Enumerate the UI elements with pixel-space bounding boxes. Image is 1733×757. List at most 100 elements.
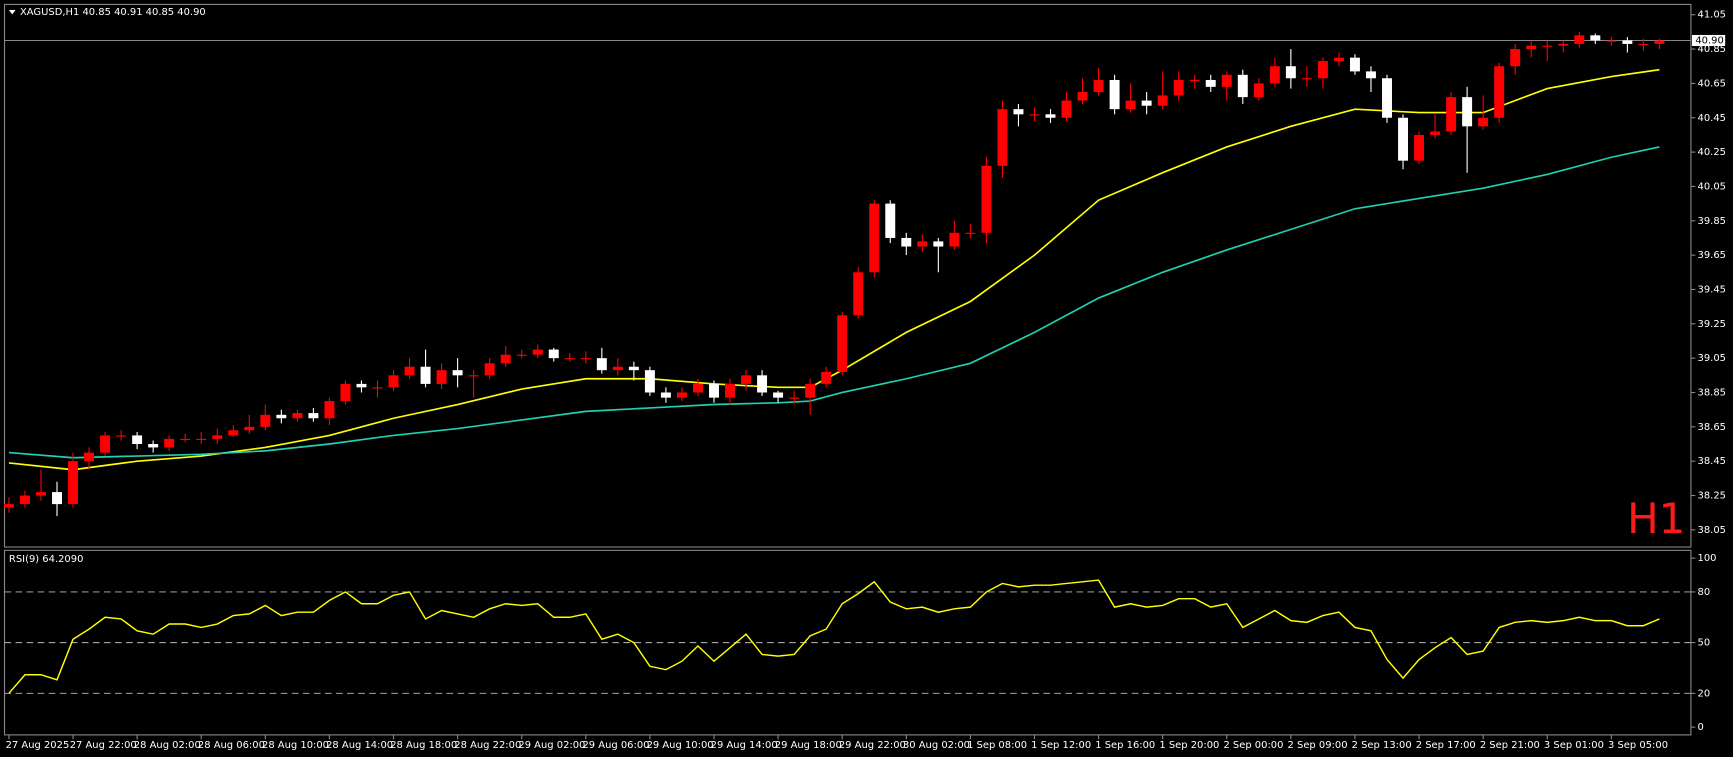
y-tick-label: 40.65: [1698, 78, 1726, 89]
y-tick-label: 39.45: [1698, 284, 1726, 295]
last-price-box: [1692, 34, 1726, 47]
x-tick-label: 3 Sep 05:00: [1608, 740, 1668, 751]
y-tick-label: 38.85: [1698, 387, 1726, 398]
candle-body: [372, 387, 383, 389]
candle-body: [1398, 117, 1409, 161]
x-tick-label: 2 Sep 17:00: [1416, 740, 1476, 751]
x-tick-label: 1 Sep 08:00: [967, 740, 1027, 751]
candle-body: [420, 366, 431, 384]
candle-body: [516, 354, 527, 356]
candle-body: [789, 397, 800, 399]
candle-body: [997, 109, 1008, 166]
candle-body: [532, 349, 543, 355]
candle-body: [1654, 40, 1665, 44]
candle-body: [116, 435, 127, 437]
x-tick-label: 28 Aug 18:00: [390, 740, 457, 751]
candle-body: [1253, 83, 1264, 98]
candle-body: [1430, 131, 1441, 135]
x-tick-label: 2 Sep 09:00: [1288, 740, 1348, 751]
y-tick-label: 40.45: [1698, 113, 1726, 124]
candle-body: [564, 358, 575, 360]
y-tick-label: 39.25: [1698, 319, 1726, 330]
candle-body: [324, 401, 335, 419]
y-tick-label: 41.05: [1698, 10, 1726, 21]
candle-body: [548, 349, 559, 359]
rsi-title: RSI(9) 64.2090: [9, 554, 83, 565]
y-tick-label: 0: [1698, 722, 1704, 733]
candle-body: [388, 375, 399, 388]
x-tick-label: 1 Sep 12:00: [1031, 740, 1091, 751]
candle-body: [869, 203, 880, 273]
y-tick-label: 80: [1698, 587, 1711, 598]
x-tick-label: 29 Aug 22:00: [839, 740, 906, 751]
candle-body: [1333, 57, 1344, 62]
candle-body: [1382, 78, 1392, 118]
candle-body: [228, 430, 239, 436]
last-price-label: 40.90: [1695, 35, 1723, 46]
rsi-line: [8, 579, 1660, 694]
candle-body: [1109, 79, 1120, 110]
y-tick-label: 100: [1698, 553, 1717, 564]
candle-body: [773, 392, 784, 398]
candle-body: [1029, 114, 1040, 116]
x-tick-label: 28 Aug 06:00: [198, 740, 265, 751]
candle-body: [132, 435, 143, 445]
candle-body: [1237, 74, 1248, 98]
candle-body: [340, 383, 351, 402]
y-tick-label: 20: [1698, 688, 1711, 699]
candle-body: [709, 383, 719, 398]
candle-body: [452, 370, 463, 376]
y-tick-label: 39.05: [1698, 353, 1726, 364]
candle-body: [1366, 71, 1376, 79]
x-tick-label: 28 Aug 10:00: [262, 740, 329, 751]
candle-body: [1045, 114, 1056, 118]
candle-body: [1221, 74, 1232, 87]
candle-body: [196, 438, 207, 440]
x-tick-label: 1 Sep 20:00: [1159, 740, 1219, 751]
candle-body: [1285, 66, 1296, 79]
candle-body: [580, 358, 591, 360]
candle-body: [1638, 43, 1649, 46]
candle-body: [468, 375, 479, 377]
candle-body: [244, 426, 255, 431]
candle-body: [1590, 35, 1601, 41]
x-tick-label: 28 Aug 22:00: [454, 740, 521, 751]
candle-body: [1077, 91, 1088, 101]
candle-body: [628, 366, 639, 371]
y-tick-label: 50: [1698, 638, 1711, 649]
y-tick-label: 40.85: [1698, 44, 1726, 55]
y-tick-label: 39.65: [1698, 250, 1726, 261]
candle-body: [644, 370, 655, 393]
x-tick-label: 29 Aug 18:00: [775, 740, 842, 751]
candle-body: [1061, 100, 1072, 118]
candle-body: [1301, 78, 1312, 80]
chart-title: XAGUSD,H1 40.85 40.91 40.85 40.90: [20, 7, 206, 18]
x-tick-label: 30 Aug 02:00: [903, 740, 970, 751]
candle-body: [821, 371, 832, 384]
candle-body: [100, 435, 111, 453]
candle-body: [180, 438, 191, 440]
x-tick-label: 3 Sep 01:00: [1544, 740, 1604, 751]
y-tick-label: 38.05: [1698, 525, 1726, 536]
y-tick-label: 40.25: [1698, 147, 1726, 158]
x-tick-label: 29 Aug 02:00: [518, 740, 585, 751]
candle-body: [84, 452, 95, 462]
candle-body: [1606, 40, 1617, 42]
candle-body: [612, 366, 623, 371]
y-tick-label: 38.45: [1698, 456, 1726, 467]
x-tick-label: 2 Sep 13:00: [1352, 740, 1412, 751]
candle-body: [1574, 35, 1585, 44]
candle-body: [52, 492, 62, 505]
candle-body: [3, 504, 14, 508]
candle-body: [853, 272, 864, 316]
candle-body: [36, 492, 46, 496]
candle-body: [1462, 97, 1473, 127]
x-tick-label: 27 Aug 2025: [6, 740, 70, 751]
candle-body: [885, 203, 896, 238]
candle-body: [757, 375, 768, 393]
candle-body: [212, 435, 223, 439]
candle-body: [725, 383, 735, 398]
candle-body: [1510, 49, 1521, 67]
